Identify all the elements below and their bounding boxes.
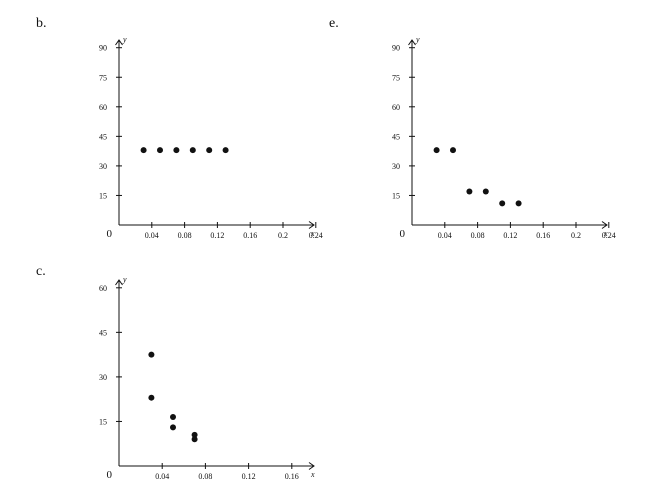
y-axis-arrow-icon <box>115 279 123 286</box>
y-tick-label: 30 <box>99 373 107 382</box>
x-tick-label: 0.12 <box>210 231 224 240</box>
x-tick-label: 0.16 <box>536 231 550 240</box>
y-axis-label: y <box>122 275 127 284</box>
x-tick-label: 0.08 <box>471 231 485 240</box>
x-tick-label: 0.04 <box>438 231 452 240</box>
data-point <box>170 413 176 420</box>
data-point <box>148 394 155 401</box>
data-point <box>499 200 506 207</box>
data-point <box>191 436 198 443</box>
y-tick-label: 45 <box>99 132 107 141</box>
origin-label: 0 <box>107 228 113 240</box>
y-tick-label: 60 <box>392 103 400 112</box>
data-point <box>433 147 440 154</box>
x-tick-label: 0.12 <box>242 472 256 481</box>
x-tick-label: 0.04 <box>155 472 169 481</box>
data-point <box>482 188 489 195</box>
y-tick-label: 90 <box>392 44 400 53</box>
x-tick-label: 0.24 <box>602 231 616 240</box>
y-tick-label: 15 <box>99 417 107 426</box>
data-point <box>206 147 213 154</box>
x-axis-label: x <box>310 470 315 479</box>
x-axis-arrow-icon <box>601 221 608 229</box>
x-tick-label: 0.16 <box>285 472 299 481</box>
data-point <box>466 188 473 195</box>
y-axis-label: y <box>122 35 127 44</box>
y-axis-arrow-icon <box>408 39 416 46</box>
data-point <box>148 351 155 358</box>
x-axis-label: x <box>603 229 608 238</box>
data-point <box>450 147 456 154</box>
data-point <box>189 147 196 154</box>
y-axis-label: y <box>415 35 420 44</box>
x-tick-label: 0.2 <box>278 231 288 240</box>
y-tick-label: 45 <box>392 132 400 141</box>
x-axis-arrow-icon <box>308 462 315 470</box>
data-point <box>173 147 180 154</box>
y-tick-label: 75 <box>392 73 400 82</box>
scatter-panel-e: e. x y 0 0.04 0.08 0.12 0.16 0.2 0.24 15 30 45 60 75 9… <box>329 16 616 240</box>
x-tick-label: 0.2 <box>571 231 581 240</box>
y-tick-label: 30 <box>99 162 107 171</box>
x-axis-arrow-icon <box>308 221 315 229</box>
scatter-panel-b: b. x y 0 0.04 0.08 0.12 0.16 0.2 0.24 15 30 45 60 75 9… <box>36 16 323 240</box>
data-point <box>515 200 522 207</box>
data-point <box>222 147 229 154</box>
y-tick-label: 45 <box>99 328 107 337</box>
panel-label: e. <box>329 16 339 31</box>
y-tick-label: 75 <box>99 73 107 82</box>
data-point <box>157 147 163 154</box>
y-tick-label: 60 <box>99 103 107 112</box>
x-tick-label: 0.08 <box>198 472 212 481</box>
data-point <box>170 424 176 431</box>
y-tick-label: 90 <box>99 44 107 53</box>
x-tick-label: 0.08 <box>178 231 192 240</box>
x-tick-label: 0.24 <box>309 231 323 240</box>
scatter-panel-c: c. x y 0 0.04 0.08 0.12 0.16 15 30 45 60 <box>36 264 315 481</box>
y-tick-label: 60 <box>99 284 107 293</box>
data-point <box>140 147 147 154</box>
origin-label: 0 <box>400 228 406 240</box>
origin-label: 0 <box>107 469 113 481</box>
panel-label: b. <box>36 16 47 31</box>
y-tick-label: 15 <box>392 191 400 200</box>
y-axis-arrow-icon <box>115 39 123 46</box>
x-tick-label: 0.16 <box>243 231 257 240</box>
panel-label: c. <box>36 264 46 279</box>
y-tick-label: 30 <box>392 162 400 171</box>
x-tick-label: 0.04 <box>145 231 159 240</box>
y-tick-label: 15 <box>99 191 107 200</box>
x-axis-label: x <box>310 229 315 238</box>
x-tick-label: 0.12 <box>503 231 517 240</box>
data-point <box>191 431 198 438</box>
